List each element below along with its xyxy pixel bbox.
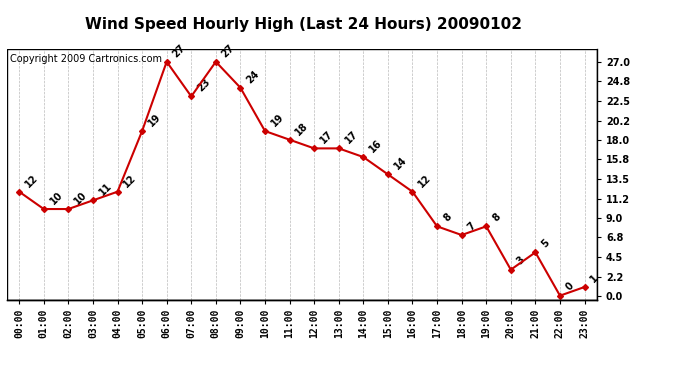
Text: 3: 3 [515, 255, 527, 267]
Text: Copyright 2009 Cartronics.com: Copyright 2009 Cartronics.com [10, 54, 162, 64]
Text: 10: 10 [48, 190, 65, 206]
Text: 17: 17 [343, 129, 359, 146]
Text: 8: 8 [441, 211, 453, 223]
Text: 0: 0 [564, 281, 576, 293]
Text: 17: 17 [318, 129, 335, 146]
Text: Wind Speed Hourly High (Last 24 Hours) 20090102: Wind Speed Hourly High (Last 24 Hours) 2… [85, 17, 522, 32]
Text: 11: 11 [97, 181, 114, 198]
Text: 19: 19 [269, 112, 286, 128]
Text: 12: 12 [121, 172, 138, 189]
Text: 23: 23 [195, 77, 212, 94]
Text: 8: 8 [491, 211, 502, 223]
Text: 1: 1 [589, 272, 600, 284]
Text: 14: 14 [392, 155, 408, 172]
Text: 27: 27 [220, 42, 237, 59]
Text: 5: 5 [540, 238, 551, 250]
Text: 19: 19 [146, 112, 163, 128]
Text: 18: 18 [294, 120, 310, 137]
Text: 12: 12 [23, 172, 40, 189]
Text: 12: 12 [417, 172, 433, 189]
Text: 27: 27 [171, 42, 188, 59]
Text: 7: 7 [466, 220, 477, 232]
Text: 10: 10 [72, 190, 89, 206]
Text: 16: 16 [368, 138, 384, 154]
Text: 24: 24 [244, 68, 262, 85]
